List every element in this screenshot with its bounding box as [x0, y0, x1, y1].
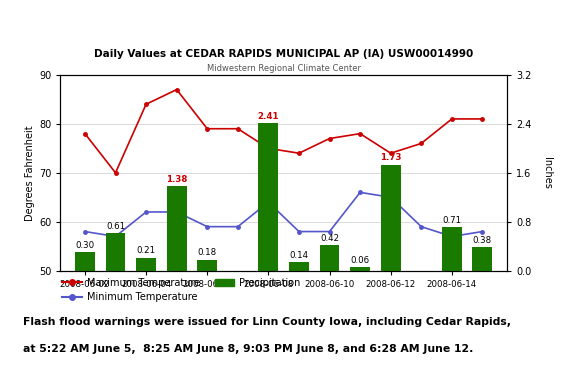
Text: 2.41: 2.41	[257, 112, 279, 121]
Text: Flash flood warnings were issued for Linn County Iowa, including Cedar Rapids,: Flash flood warnings were issued for Lin…	[23, 317, 511, 327]
Text: 0.14: 0.14	[289, 251, 309, 260]
Bar	[75, 252, 95, 271]
Y-axis label: Inches: Inches	[543, 157, 552, 189]
Title: Daily Values at CEDAR RAPIDS MUNICIPAL AP (IA) USW00014990: Daily Values at CEDAR RAPIDS MUNICIPAL A…	[94, 49, 473, 59]
Text: 0.30: 0.30	[75, 241, 94, 250]
Bar	[442, 227, 462, 271]
Text: 0.38: 0.38	[473, 236, 492, 245]
Bar	[350, 267, 370, 271]
Bar	[472, 247, 492, 271]
Text: Cedar Rapids received 8.53” of rain June 2 - 15, 2008.: Cedar Rapids received 8.53” of rain June…	[86, 16, 490, 28]
Text: 0.71: 0.71	[442, 216, 461, 225]
Text: 0.21: 0.21	[137, 247, 156, 255]
Bar	[381, 165, 401, 271]
Bar	[105, 233, 126, 271]
Text: at 5:22 AM June 5,  8:25 AM June 8, 9:03 PM June 8, and 6:28 AM June 12.: at 5:22 AM June 5, 8:25 AM June 8, 9:03 …	[23, 344, 473, 354]
Text: 0.42: 0.42	[320, 233, 339, 243]
Text: 0.18: 0.18	[198, 248, 217, 257]
Text: 1.38: 1.38	[166, 175, 187, 184]
Text: Midwestern Regional Climate Center: Midwestern Regional Climate Center	[207, 64, 361, 73]
Legend: Maximum Temperature, Minimum Temperature, Precipitation: Maximum Temperature, Minimum Temperature…	[62, 278, 300, 302]
Bar	[166, 186, 187, 271]
Bar	[259, 123, 278, 271]
Y-axis label: Degrees Fahrenheit: Degrees Fahrenheit	[25, 125, 35, 221]
Bar	[289, 262, 309, 271]
Text: 0.06: 0.06	[351, 256, 370, 265]
Bar	[320, 245, 339, 271]
Text: 1.73: 1.73	[380, 153, 401, 162]
Text: 0.61: 0.61	[106, 222, 125, 231]
Bar	[136, 258, 156, 271]
Bar	[198, 260, 217, 271]
